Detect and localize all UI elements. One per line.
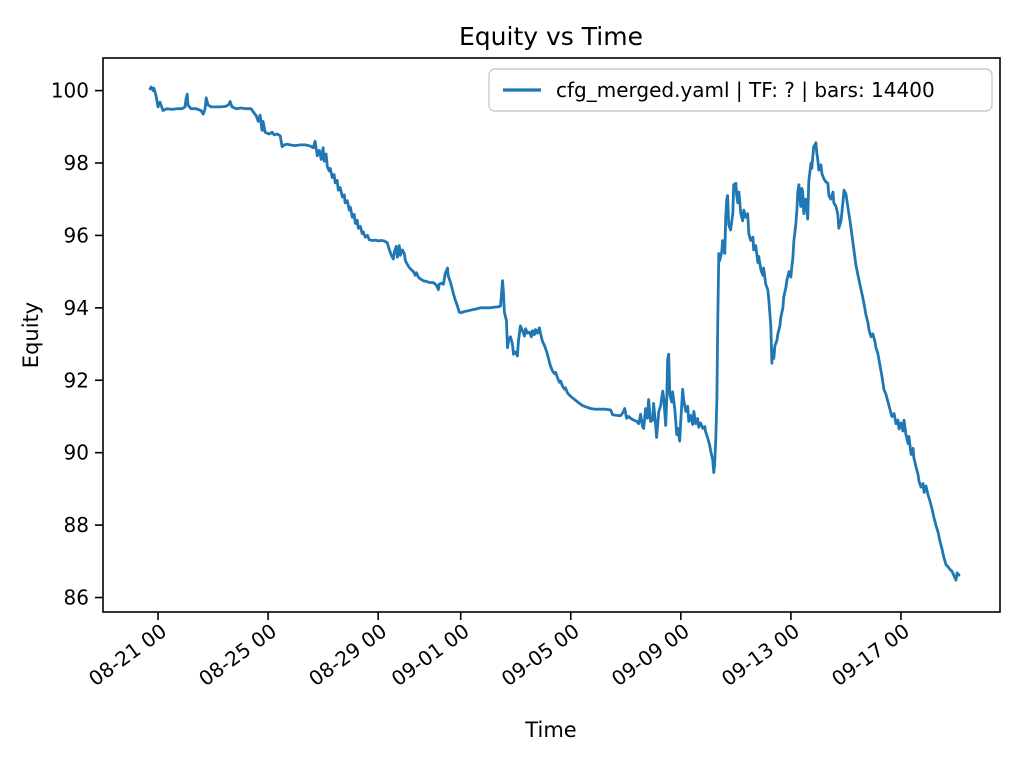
x-axis-label: Time	[524, 718, 576, 742]
x-tick-label: 09-01 00	[387, 619, 474, 691]
y-tick-label: 88	[64, 513, 89, 537]
legend-box	[488, 68, 993, 112]
y-axis-ticks: 86 88 90 92 94 96 98 100	[51, 79, 103, 610]
x-tick-label: 09-05 00	[497, 619, 584, 691]
y-tick-label: 92	[64, 368, 89, 392]
y-tick-label: 94	[64, 296, 89, 320]
legend-label: cfg_merged.yaml | TF: ? | bars: 14400	[556, 78, 935, 102]
x-tick-label: 09-13 00	[717, 619, 804, 691]
x-tick-label: 08-29 00	[304, 619, 391, 691]
y-tick-label: 90	[64, 441, 89, 465]
y-tick-label: 98	[64, 151, 89, 175]
chart-title: Equity vs Time	[459, 22, 643, 51]
y-tick-label: 86	[64, 586, 89, 610]
x-tick-label: 08-25 00	[194, 619, 281, 691]
y-tick-label: 100	[51, 79, 89, 103]
x-tick-label: 08-21 00	[84, 619, 171, 691]
plot-area	[102, 57, 1001, 613]
x-tick-label: 09-17 00	[827, 619, 914, 691]
y-tick-label: 96	[64, 223, 89, 247]
equity-line-series	[148, 85, 961, 582]
legend: cfg_merged.yaml | TF: ? | bars: 14400	[488, 68, 993, 112]
y-axis-label: Equity	[19, 302, 43, 368]
x-tick-label: 09-09 00	[607, 619, 694, 691]
